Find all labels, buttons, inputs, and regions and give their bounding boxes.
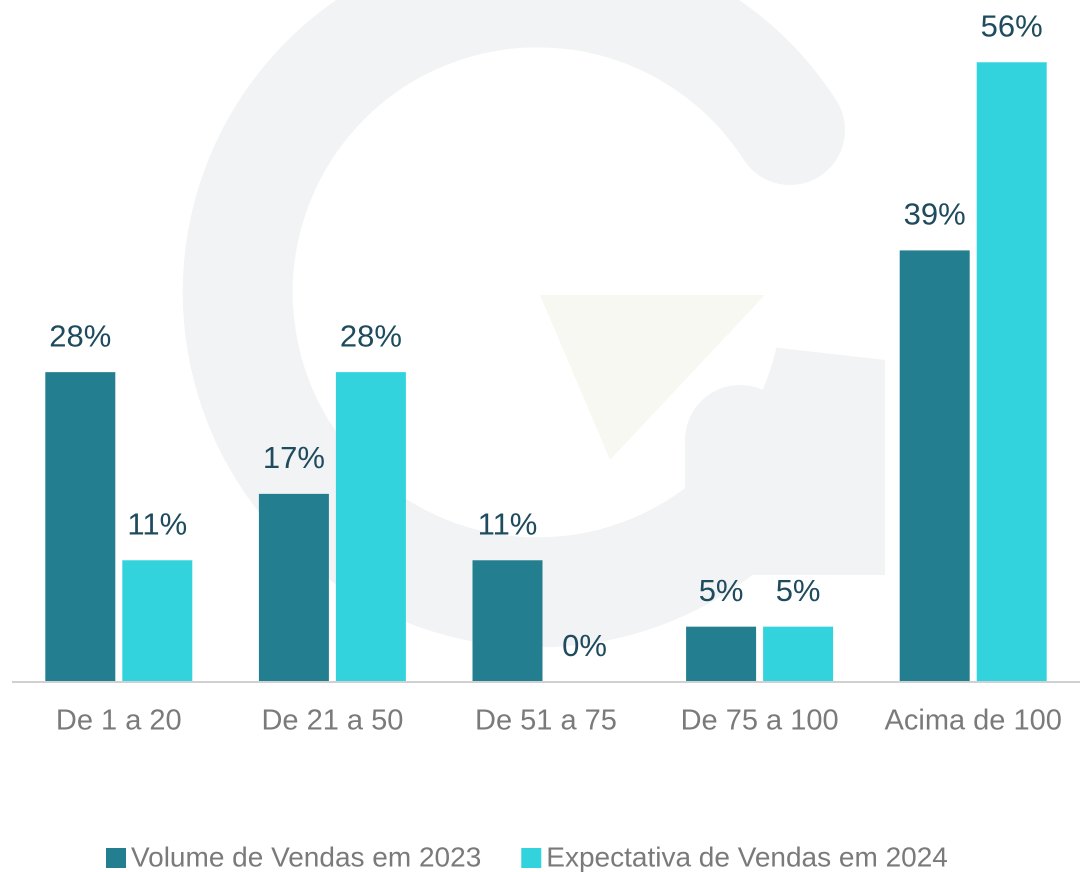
x-tick-label: De 51 a 75 bbox=[475, 705, 617, 737]
x-tick-label: De 21 a 50 bbox=[261, 705, 403, 737]
data-label: 5% bbox=[699, 573, 744, 608]
legend-swatch bbox=[106, 848, 126, 868]
bar bbox=[122, 560, 193, 682]
bar bbox=[686, 626, 757, 682]
legend-swatch bbox=[521, 848, 542, 868]
x-tick-label: De 75 a 100 bbox=[681, 705, 839, 737]
data-label: 0% bbox=[562, 628, 607, 663]
watermark-arrow bbox=[540, 295, 765, 460]
data-label: 28% bbox=[49, 318, 111, 353]
bar bbox=[899, 250, 970, 682]
legend-label: Volume de Vendas em 2023 bbox=[131, 841, 481, 872]
bar bbox=[335, 372, 406, 682]
bar bbox=[976, 62, 1047, 683]
bar bbox=[763, 626, 834, 682]
watermark-g bbox=[182, 0, 885, 648]
data-label: 5% bbox=[776, 573, 821, 608]
data-label: 17% bbox=[263, 440, 325, 475]
data-label: 39% bbox=[904, 197, 966, 232]
x-tick-label: Acima de 100 bbox=[885, 705, 1062, 737]
watermark bbox=[182, 0, 885, 648]
bar bbox=[472, 560, 543, 682]
bar bbox=[258, 493, 329, 682]
data-label: 11% bbox=[478, 506, 538, 541]
x-tick-label: De 1 a 20 bbox=[56, 705, 182, 737]
data-label: 56% bbox=[981, 8, 1043, 43]
bar bbox=[45, 372, 116, 682]
legend-label: Expectativa de Vendas em 2024 bbox=[546, 841, 948, 872]
data-label: 11% bbox=[127, 506, 187, 541]
data-label: 28% bbox=[340, 318, 402, 353]
